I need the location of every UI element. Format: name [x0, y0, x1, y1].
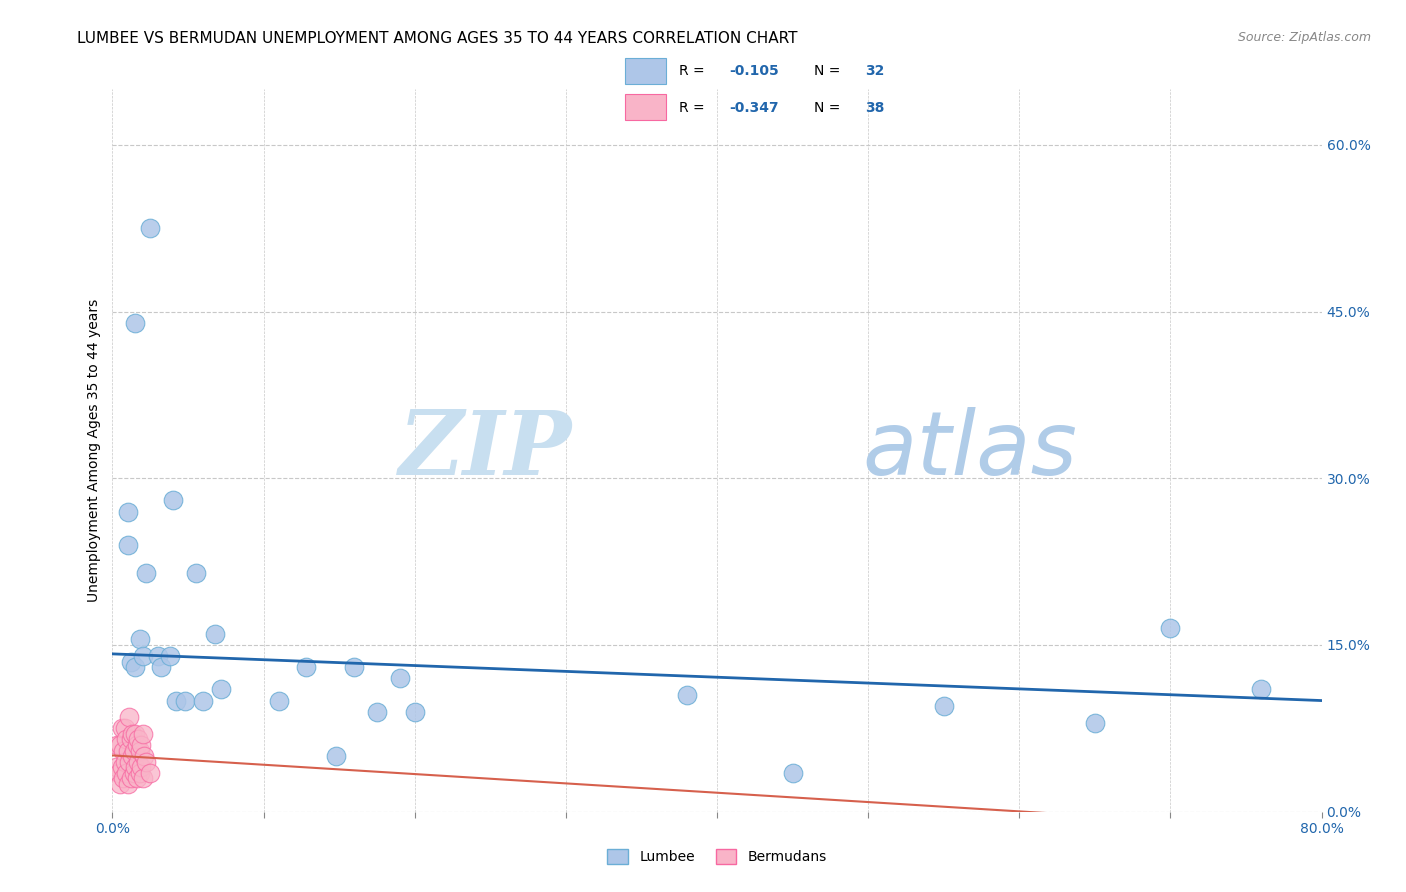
Point	[1159, 621, 1181, 635]
Point	[124, 660, 146, 674]
Text: LUMBEE VS BERMUDAN UNEMPLOYMENT AMONG AGES 35 TO 44 YEARS CORRELATION CHART: LUMBEE VS BERMUDAN UNEMPLOYMENT AMONG AG…	[77, 31, 797, 46]
Point	[108, 777, 131, 791]
Point	[124, 316, 146, 330]
Point	[128, 632, 150, 647]
Point	[174, 693, 197, 707]
Point	[932, 699, 955, 714]
Point	[366, 705, 388, 719]
Point	[134, 749, 156, 764]
Point	[117, 777, 139, 791]
Text: 32: 32	[865, 63, 884, 78]
Point	[135, 755, 157, 769]
Point	[112, 743, 135, 757]
Point	[132, 649, 155, 664]
Point	[149, 660, 172, 674]
Text: N =: N =	[814, 101, 845, 115]
Point	[125, 738, 148, 752]
Point	[1250, 682, 1272, 697]
FancyBboxPatch shape	[626, 94, 665, 120]
Point	[139, 221, 162, 235]
Point	[209, 682, 232, 697]
Point	[117, 505, 139, 519]
Point	[114, 755, 136, 769]
Point	[110, 760, 132, 774]
Point	[127, 755, 149, 769]
Point	[117, 538, 139, 552]
Legend: Lumbee, Bermudans: Lumbee, Bermudans	[602, 844, 832, 870]
Text: 38: 38	[865, 101, 884, 115]
Text: -0.105: -0.105	[730, 63, 779, 78]
Point	[118, 710, 141, 724]
FancyBboxPatch shape	[626, 58, 665, 84]
Point	[110, 722, 132, 736]
Point	[120, 655, 142, 669]
Point	[343, 660, 366, 674]
Text: R =: R =	[679, 63, 709, 78]
Text: -0.347: -0.347	[730, 101, 779, 115]
Point	[132, 727, 155, 741]
Point	[132, 772, 155, 786]
Point	[191, 693, 214, 707]
Point	[159, 649, 181, 664]
Point	[105, 738, 128, 752]
Point	[782, 765, 804, 780]
Point	[295, 660, 318, 674]
Point	[1084, 715, 1107, 730]
Point	[129, 760, 152, 774]
Point	[139, 765, 162, 780]
Point	[165, 693, 187, 707]
Point	[122, 743, 145, 757]
Text: R =: R =	[679, 101, 709, 115]
Point	[404, 705, 426, 719]
Y-axis label: Unemployment Among Ages 35 to 44 years: Unemployment Among Ages 35 to 44 years	[87, 299, 101, 602]
Text: N =: N =	[814, 63, 845, 78]
Text: ZIP: ZIP	[398, 408, 572, 493]
Point	[204, 627, 226, 641]
Point	[124, 760, 146, 774]
Point	[115, 732, 138, 747]
Point	[107, 765, 129, 780]
Point	[127, 732, 149, 747]
Point	[325, 749, 347, 764]
Point	[121, 749, 143, 764]
Point	[120, 732, 142, 747]
Point	[120, 772, 142, 786]
Point	[112, 772, 135, 786]
Point	[184, 566, 207, 580]
Point	[146, 649, 169, 664]
Point	[125, 772, 148, 786]
Point	[128, 743, 150, 757]
Point	[675, 688, 697, 702]
Point	[128, 765, 150, 780]
Point	[117, 743, 139, 757]
Point	[122, 765, 145, 780]
Point	[115, 765, 138, 780]
Point	[129, 738, 152, 752]
Point	[388, 671, 411, 685]
Text: atlas: atlas	[862, 408, 1077, 493]
Point	[135, 566, 157, 580]
Point	[114, 722, 136, 736]
Point	[267, 693, 290, 707]
Point	[121, 727, 143, 741]
Point	[104, 760, 127, 774]
Point	[124, 727, 146, 741]
Point	[118, 755, 141, 769]
Point	[108, 738, 131, 752]
Point	[162, 493, 184, 508]
Text: Source: ZipAtlas.com: Source: ZipAtlas.com	[1237, 31, 1371, 45]
